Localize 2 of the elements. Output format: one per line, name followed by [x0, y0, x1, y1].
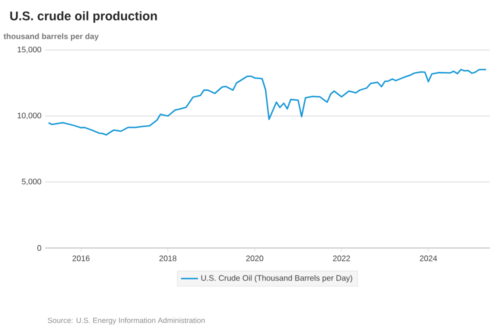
line-series — [48, 68, 487, 136]
chart-title: U.S. crude oil production — [10, 11, 157, 23]
